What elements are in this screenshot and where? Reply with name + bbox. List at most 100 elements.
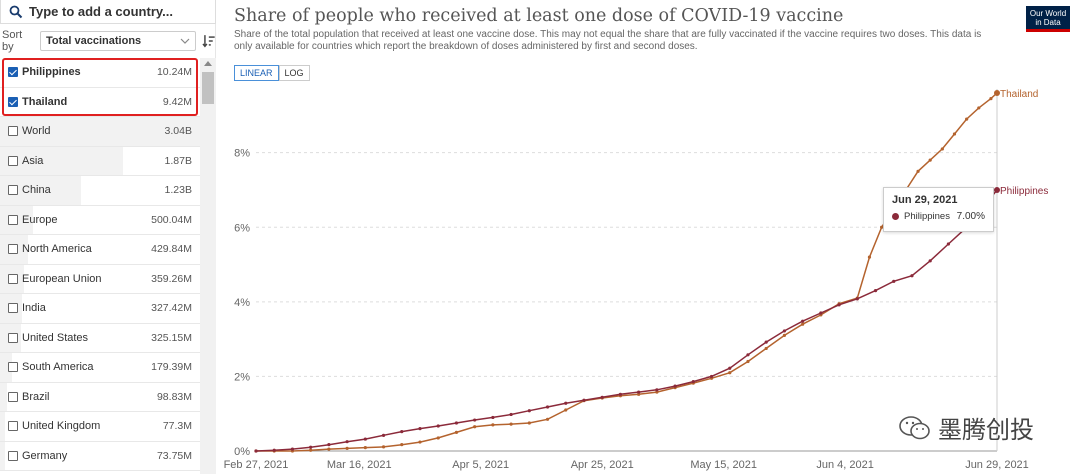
country-row[interactable]: South America 179.39M [0,353,200,383]
data-point [709,374,714,379]
search-box[interactable]: Type to add a country... [0,0,216,24]
country-row[interactable]: Philippines 10.24M [0,58,200,88]
data-point [977,106,981,110]
country-name: World [22,125,51,138]
country-value: 1.87B [164,154,192,167]
data-point [363,446,367,450]
tooltip-date: Jun 29, 2021 [892,194,958,206]
list-scrollbar[interactable] [200,58,216,474]
series-line-thailand[interactable] [256,92,998,452]
country-row[interactable]: India 327.42M [0,294,200,324]
country-value: 327.42M [151,302,192,315]
country-value: 500.04M [151,213,192,226]
scale-toggle: LINEAR LOG [234,65,310,81]
country-checkbox[interactable] [8,421,18,432]
data-point [473,425,477,429]
country-row[interactable]: Thailand 9.42M [0,88,200,117]
data-point [545,417,550,421]
country-row[interactable]: World 3.04B [0,117,200,147]
data-point [655,390,659,394]
sort-order-icon[interactable] [202,34,216,48]
logo-line-1: Our World [1029,9,1067,18]
country-name: European Union [22,272,102,285]
x-tick-label: Jun 29, 2021 [965,459,1029,471]
y-tick-label: 0% [234,446,250,458]
country-checkbox[interactable] [8,67,18,78]
country-name: Asia [22,154,44,167]
data-point [855,297,859,301]
country-checkbox[interactable] [8,96,18,107]
scrollbar-thumb[interactable] [202,72,214,104]
country-value: 359.26M [151,272,192,285]
country-checkbox[interactable] [8,450,18,461]
country-row[interactable]: Europe 500.04M [0,205,200,235]
scale-log-button[interactable]: LOG [278,65,310,81]
country-row[interactable]: United States 325.15M [0,323,200,353]
data-point [309,448,313,452]
series-label: Thailand [1000,89,1038,100]
country-checkbox[interactable] [8,155,18,166]
data-point [363,437,367,441]
sort-select[interactable]: Total vaccinations [40,31,197,51]
country-checkbox[interactable] [8,332,18,343]
data-point [545,405,550,409]
x-tick-label: Apr 5, 2021 [452,459,509,471]
data-point [527,421,531,425]
data-point [928,158,932,162]
country-row[interactable]: European Union 359.26M [0,264,200,294]
country-checkbox[interactable] [8,126,18,137]
search-placeholder[interactable]: Type to add a country... [29,4,173,19]
data-point [928,259,932,263]
country-row[interactable]: Asia 1.87B [0,146,200,176]
country-checkbox[interactable] [8,244,18,255]
search-icon [9,5,23,18]
country-row[interactable]: Germany 73.75M [0,441,200,471]
country-row[interactable]: United Kingdom 77.3M [0,412,200,442]
country-value: 9.42M [162,95,192,108]
data-point [637,390,641,394]
data-point [746,353,750,357]
data-point [436,436,440,440]
country-share-bar [0,412,5,441]
country-checkbox[interactable] [8,185,18,196]
data-point [345,446,349,450]
x-tick-label: May 15, 2021 [690,459,757,471]
series-line-philippines[interactable] [255,189,998,452]
data-point [327,443,331,447]
country-value: 98.83M [156,390,192,403]
data-point [946,242,951,246]
data-point [764,340,768,344]
country-row[interactable]: Brazil 98.83M [0,382,200,412]
country-checkbox[interactable] [8,362,18,373]
scroll-up-arrow-icon[interactable] [204,61,212,66]
country-checkbox[interactable] [8,273,18,284]
country-value: 325.15M [151,331,192,344]
data-point [728,371,732,375]
country-checkbox[interactable] [8,214,18,225]
data-point [655,388,659,392]
x-tick-label: Mar 16, 2021 [327,459,392,471]
owid-logo[interactable]: Our World in Data [1026,6,1070,32]
country-value: 1.23B [164,184,192,197]
data-point [728,366,732,370]
country-name: South America [22,361,94,374]
data-point [819,311,823,315]
country-row[interactable]: China 1.23B [0,176,200,206]
country-checkbox[interactable] [8,303,18,314]
line-chart[interactable]: 0% 2% 4% 6% 8% Feb 27, 2021 Mar 16, 2021 Apr 5,… [216,80,1080,474]
chart-tooltip: Jun 29, 2021 Philippines 7.00% [883,187,994,232]
country-row[interactable]: North America 429.84M [0,235,200,265]
data-point [527,409,531,413]
country-list: Philippines 10.24M Thailand 9.42M World 3.04B… [0,58,200,474]
country-share-bar [0,353,12,382]
data-point [952,132,957,136]
data-point [746,359,750,364]
data-point [254,449,258,453]
data-point [454,421,459,425]
sort-label: Sort by [2,29,23,53]
country-checkbox[interactable] [8,391,18,402]
data-point [673,384,677,388]
scale-linear-button[interactable]: LINEAR [234,65,279,81]
data-point [801,322,805,326]
data-point [309,445,313,449]
